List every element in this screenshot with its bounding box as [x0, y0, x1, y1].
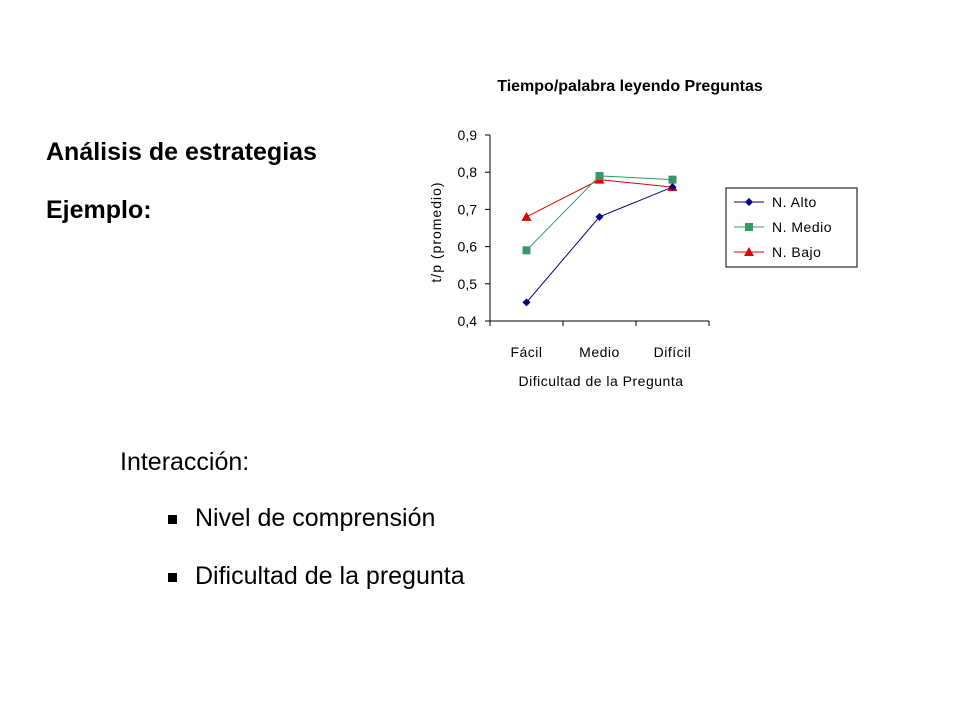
data-point [521, 211, 532, 221]
square-bullet-icon [168, 573, 177, 582]
plot-area: 0,4 0,5 0,6 0,7 0,8 0,9 Fácil Medio Difícil [458, 127, 710, 360]
interaction-heading: Interacción: [120, 448, 250, 476]
data-point [522, 246, 531, 255]
legend-marker [745, 223, 753, 231]
series-line [526, 186, 673, 303]
series-line [526, 179, 673, 218]
legend-marker [745, 198, 753, 206]
y-tick-label: 0,9 [458, 127, 478, 143]
y-tick-label: 0,8 [458, 164, 478, 180]
legend-entry: N. Bajo [772, 244, 821, 260]
slide-heading: Análisis de estrategias [46, 138, 317, 166]
chart-title: Tiempo/palabra leyendo Preguntas [497, 78, 763, 95]
bullet-text: Dificultad de la pregunta [195, 562, 465, 590]
data-point [522, 298, 531, 307]
x-tick-label: Difícil [654, 344, 692, 360]
square-bullet-icon [168, 515, 177, 524]
legend-marker [744, 247, 754, 256]
y-tick-label: 0,4 [458, 313, 478, 329]
x-axis-label: Dificultad de la Pregunta [518, 373, 683, 389]
data-point [668, 175, 677, 184]
data-point [668, 183, 677, 192]
bullet-item: Dificultad de la pregunta [168, 564, 465, 622]
y-tick-label: 0,6 [458, 239, 478, 255]
data-point [595, 212, 604, 221]
legend-entry: N. Medio [772, 219, 832, 235]
y-tick-label: 0,5 [458, 276, 478, 292]
x-tick-label: Fácil [510, 344, 542, 360]
bullet-item: Nivel de comprensión [168, 506, 465, 564]
data-point [595, 171, 604, 180]
y-tick-label: 0,7 [458, 201, 478, 217]
chart-legend: N. Alto N. Medio N. Bajo [725, 187, 858, 268]
slide-subheading: Ejemplo: [46, 196, 152, 224]
y-axis-label: t/p (promedio) [428, 181, 444, 282]
x-tick-label: Medio [579, 344, 620, 360]
legend-entry: N. Alto [772, 194, 817, 210]
bullet-text: Nivel de comprensión [195, 504, 436, 532]
bullet-list: Nivel de comprensión Dificultad de la pr… [168, 506, 465, 622]
